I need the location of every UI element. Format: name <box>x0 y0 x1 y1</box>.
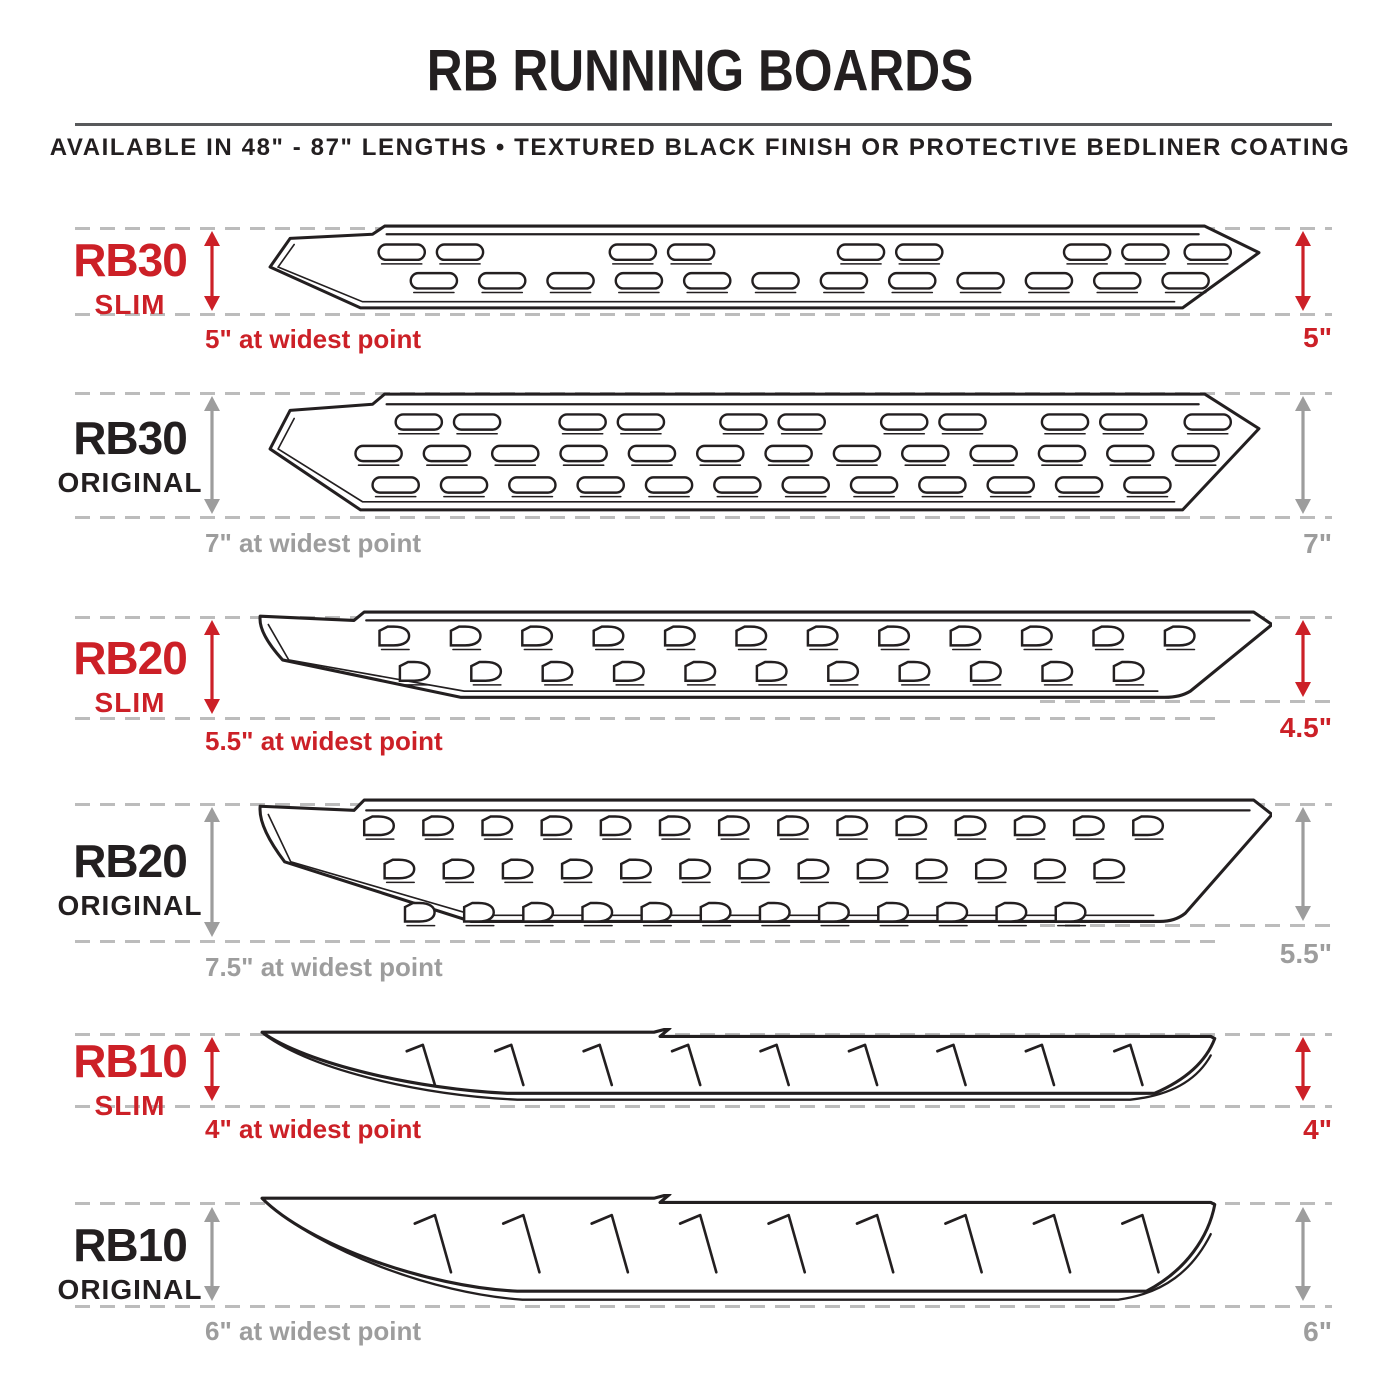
board-drawing-rb30-slim <box>260 222 1265 314</box>
model-name: RB10 <box>73 1035 188 1087</box>
dimension-arrow-right-rb20-original <box>1295 807 1311 921</box>
dimension-arrow-right-rb10-slim <box>1295 1037 1311 1101</box>
rb20-original-board-icon <box>258 798 1272 927</box>
board-drawing-rb10-slim <box>256 1028 1261 1106</box>
board-drawing-rb10-original <box>256 1194 1261 1306</box>
dash-line-right-rb20-original <box>1040 924 1332 927</box>
dash-line-bottom-rb10-slim <box>75 1105 1332 1108</box>
dash-line-bottom-rb30-original <box>75 516 1332 519</box>
right-dimension-label-rb20-slim: 4.5" <box>1279 712 1332 743</box>
dimension-arrow-left-rb30-original <box>204 396 220 514</box>
widest-point-label-rb10-slim: 4" at widest point <box>205 1114 422 1144</box>
dimension-arrow-right-rb30-original <box>1295 396 1311 514</box>
model-variant: SLIM <box>94 289 166 320</box>
model-variant: ORIGINAL <box>57 890 203 921</box>
dimension-arrow-left-rb10-slim <box>204 1037 220 1101</box>
widest-point-label-rb20-slim: 5.5" at widest point <box>205 726 443 756</box>
dimension-arrow-left-rb20-original <box>204 807 220 937</box>
page-subtitle: AVAILABLE IN 48" - 87" LENGTHS • TEXTURE… <box>49 134 1351 161</box>
widest-point-label-rb30-original: 7" at widest point <box>205 528 422 558</box>
page-title: RB RUNNING BOARDS <box>426 38 974 104</box>
rb30-original-board-icon <box>268 392 1261 512</box>
rb30-slim-board-icon <box>268 224 1261 310</box>
right-dimension-label-rb20-original: 5.5" <box>1279 938 1332 969</box>
dash-line-bottom-rb20-slim <box>75 717 1215 720</box>
model-variant: ORIGINAL <box>57 1274 203 1305</box>
dimension-arrow-left-rb30-slim <box>204 231 220 311</box>
model-label-rb20-original: RB20 ORIGINAL <box>55 838 205 920</box>
model-label-rb30-slim: RB30 SLIM <box>55 237 205 319</box>
dash-line-top-rb10-slim <box>75 1033 1332 1036</box>
dimension-arrow-left-rb10-original <box>204 1207 220 1301</box>
rb20-slim-board-icon <box>258 610 1272 699</box>
model-label-rb10-slim: RB10 SLIM <box>55 1038 205 1120</box>
dash-line-bottom-rb10-original <box>75 1305 1332 1308</box>
model-name: RB20 <box>73 632 188 684</box>
dash-line-right-rb20-slim <box>1040 700 1332 703</box>
right-dimension-label-rb30-original: 7" <box>1303 528 1332 559</box>
model-variant: SLIM <box>94 687 166 718</box>
right-dimension-label-rb10-slim: 4" <box>1303 1114 1332 1145</box>
widest-point-label-rb30-slim: 5" at widest point <box>205 324 422 354</box>
right-dimension-label-rb10-original: 6" <box>1303 1316 1332 1347</box>
model-name: RB30 <box>73 412 188 464</box>
widest-point-label-rb10-original: 6" at widest point <box>205 1316 422 1346</box>
right-dimension-label-rb30-slim: 5" <box>1303 322 1332 353</box>
model-variant: ORIGINAL <box>57 467 203 498</box>
model-variant: SLIM <box>94 1090 166 1121</box>
model-label-rb10-original: RB10 ORIGINAL <box>55 1222 205 1304</box>
dash-line-bottom-rb30-slim <box>75 313 1332 316</box>
board-drawing-rb20-original <box>252 798 1272 940</box>
model-name: RB20 <box>73 835 188 887</box>
dimension-arrow-right-rb10-original <box>1295 1207 1311 1301</box>
rb10-original-board-icon <box>260 1194 1217 1301</box>
dash-line-bottom-rb20-original <box>75 940 1215 943</box>
dimension-arrow-left-rb20-slim <box>204 620 220 714</box>
rb10-slim-board-icon <box>260 1028 1217 1101</box>
model-label-rb20-slim: RB20 SLIM <box>55 635 205 717</box>
model-label-rb30-original: RB30 ORIGINAL <box>55 415 205 497</box>
dimension-arrow-right-rb20-slim <box>1295 620 1311 697</box>
model-name: RB30 <box>73 234 188 286</box>
dimension-arrow-right-rb30-slim <box>1295 231 1311 311</box>
widest-point-label-rb20-original: 7.5" at widest point <box>205 952 443 982</box>
board-drawing-rb20-slim <box>252 610 1272 714</box>
header-divider <box>75 123 1332 126</box>
model-name: RB10 <box>73 1219 188 1271</box>
board-drawing-rb30-original <box>260 388 1265 518</box>
